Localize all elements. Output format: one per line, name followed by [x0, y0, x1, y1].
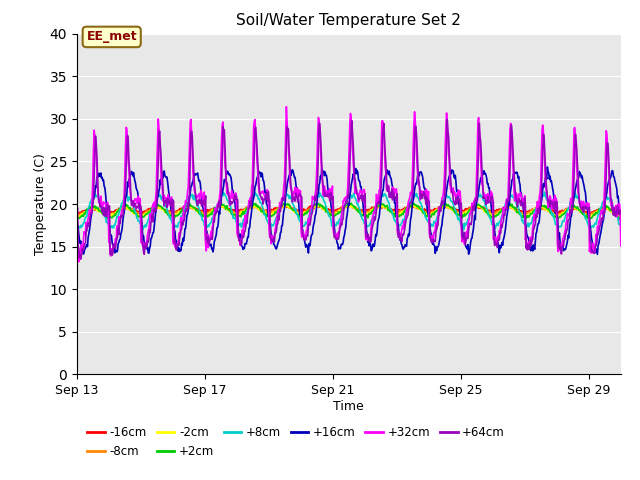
- +32cm: [617, 243, 625, 249]
- +32cm: [73, 242, 81, 248]
- +2cm: [490, 215, 497, 220]
- -2cm: [217, 201, 225, 207]
- +32cm: [356, 189, 364, 195]
- -16cm: [617, 211, 625, 216]
- +2cm: [248, 199, 256, 204]
- -16cm: [356, 207, 364, 213]
- -16cm: [284, 202, 292, 207]
- Line: -8cm: -8cm: [77, 205, 621, 215]
- +16cm: [73, 214, 81, 220]
- +2cm: [617, 216, 625, 221]
- Line: -16cm: -16cm: [77, 204, 621, 214]
- +2cm: [147, 208, 154, 214]
- -8cm: [617, 212, 625, 217]
- Line: +32cm: +32cm: [77, 107, 621, 262]
- +64cm: [401, 222, 409, 228]
- -16cm: [490, 208, 498, 214]
- +16cm: [401, 245, 408, 251]
- Line: -2cm: -2cm: [77, 204, 621, 218]
- +8cm: [541, 189, 548, 195]
- +64cm: [617, 211, 625, 216]
- +8cm: [401, 213, 409, 218]
- +32cm: [402, 213, 410, 218]
- Text: EE_met: EE_met: [86, 30, 137, 43]
- -16cm: [147, 206, 155, 212]
- -2cm: [136, 213, 143, 218]
- -2cm: [356, 209, 364, 215]
- Line: +64cm: +64cm: [77, 120, 621, 259]
- -2cm: [73, 214, 81, 220]
- X-axis label: Time: Time: [333, 400, 364, 413]
- +16cm: [135, 201, 143, 207]
- +2cm: [135, 214, 143, 220]
- +8cm: [355, 204, 363, 210]
- +32cm: [490, 237, 498, 242]
- +64cm: [184, 200, 191, 205]
- -8cm: [184, 204, 191, 210]
- -16cm: [402, 205, 410, 211]
- -16cm: [136, 210, 143, 216]
- +16cm: [489, 210, 497, 216]
- +32cm: [147, 215, 155, 220]
- +64cm: [444, 117, 451, 122]
- +64cm: [136, 206, 143, 212]
- +16cm: [617, 219, 625, 225]
- +32cm: [75, 259, 83, 264]
- +64cm: [355, 197, 363, 203]
- -16cm: [103, 211, 111, 216]
- -2cm: [490, 212, 498, 218]
- +8cm: [617, 225, 625, 230]
- +2cm: [73, 216, 81, 222]
- +16cm: [183, 213, 191, 218]
- Title: Soil/Water Temperature Set 2: Soil/Water Temperature Set 2: [236, 13, 461, 28]
- -2cm: [147, 207, 155, 213]
- Line: +8cm: +8cm: [77, 192, 621, 229]
- +32cm: [136, 198, 143, 204]
- -8cm: [73, 211, 81, 217]
- Line: +2cm: +2cm: [77, 202, 621, 219]
- -2cm: [184, 204, 191, 210]
- Line: +16cm: +16cm: [77, 167, 621, 254]
- -2cm: [402, 205, 410, 211]
- -8cm: [136, 210, 143, 216]
- +8cm: [73, 226, 81, 231]
- +8cm: [184, 197, 191, 203]
- +64cm: [77, 256, 84, 262]
- +32cm: [184, 189, 191, 194]
- +2cm: [355, 207, 363, 213]
- +8cm: [139, 227, 147, 232]
- -2cm: [74, 215, 82, 221]
- -8cm: [356, 207, 364, 213]
- +16cm: [147, 243, 154, 249]
- -16cm: [73, 209, 81, 215]
- +2cm: [616, 216, 623, 222]
- +2cm: [401, 207, 409, 213]
- +64cm: [147, 219, 155, 225]
- +32cm: [282, 104, 290, 109]
- +16cm: [355, 177, 362, 182]
- +16cm: [543, 164, 551, 170]
- +64cm: [73, 211, 81, 217]
- -2cm: [617, 214, 625, 219]
- +16cm: [593, 252, 601, 257]
- -8cm: [147, 206, 155, 212]
- +8cm: [147, 212, 155, 218]
- Y-axis label: Temperature (C): Temperature (C): [34, 153, 47, 255]
- +8cm: [490, 220, 497, 226]
- Legend: -16cm, -8cm, -2cm, +2cm, +8cm, +16cm, +32cm, +64cm: -16cm, -8cm, -2cm, +2cm, +8cm, +16cm, +3…: [83, 421, 509, 463]
- -8cm: [490, 211, 498, 217]
- -8cm: [402, 206, 410, 212]
- +8cm: [135, 218, 143, 224]
- -8cm: [108, 212, 115, 218]
- -16cm: [184, 205, 191, 211]
- +2cm: [183, 203, 191, 209]
- -8cm: [313, 202, 321, 208]
- +64cm: [490, 235, 498, 241]
